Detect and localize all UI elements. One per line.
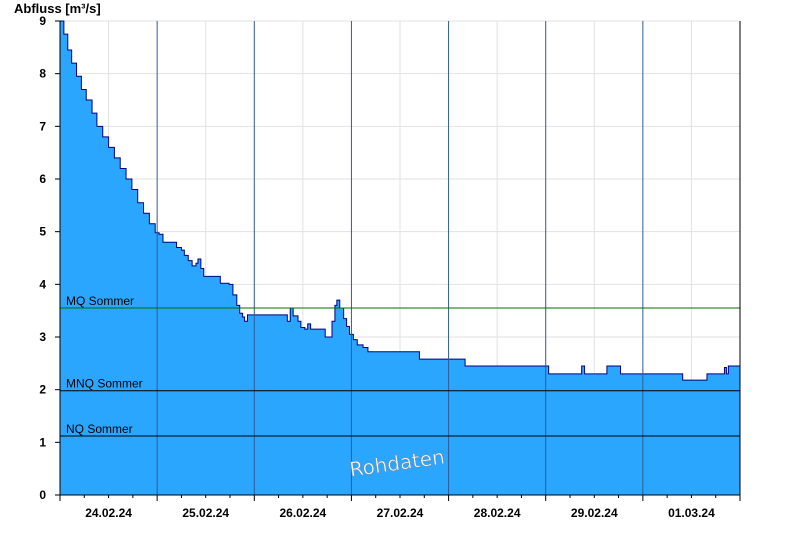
x-tick-label: 25.02.24	[182, 506, 229, 520]
y-tick-label: 6	[39, 172, 46, 186]
y-tick-label: 5	[39, 225, 46, 239]
y-tick-label: 0	[39, 488, 46, 502]
y-tick-label: 4	[39, 277, 46, 291]
x-tick-label: 27.02.24	[377, 506, 424, 520]
x-tick-label: 28.02.24	[474, 506, 521, 520]
axes: 0 1 2 3 4 5 6 7 8 9 24.02.24 25.02.24 26.02.24 27.02.…	[39, 14, 741, 520]
y-tick-label: 1	[39, 435, 46, 449]
y-axis-label: Abfluss [m³/s]	[14, 1, 101, 16]
x-tick-label: 26.02.24	[279, 506, 326, 520]
y-tick-label: 8	[39, 67, 46, 81]
x-tick-label: 29.02.24	[571, 506, 618, 520]
discharge-area	[60, 21, 740, 495]
area-layer	[60, 20, 740, 495]
y-tick-label: 9	[39, 14, 46, 28]
discharge-line	[60, 20, 740, 381]
y-tick-label: 7	[39, 119, 46, 133]
reference-label: NQ Sommer	[66, 422, 133, 436]
y-tick-label: 2	[39, 383, 46, 397]
reference-label: MQ Sommer	[66, 294, 134, 308]
reference-label: MNQ Sommer	[66, 377, 143, 391]
x-tick-label: 01.03.24	[668, 506, 715, 520]
reference-lines: MQ Sommer MNQ Sommer NQ Sommer	[60, 294, 740, 437]
y-tick-label: 3	[39, 330, 46, 344]
x-tick-label: 24.02.24	[85, 506, 132, 520]
day-separators	[156, 21, 644, 495]
